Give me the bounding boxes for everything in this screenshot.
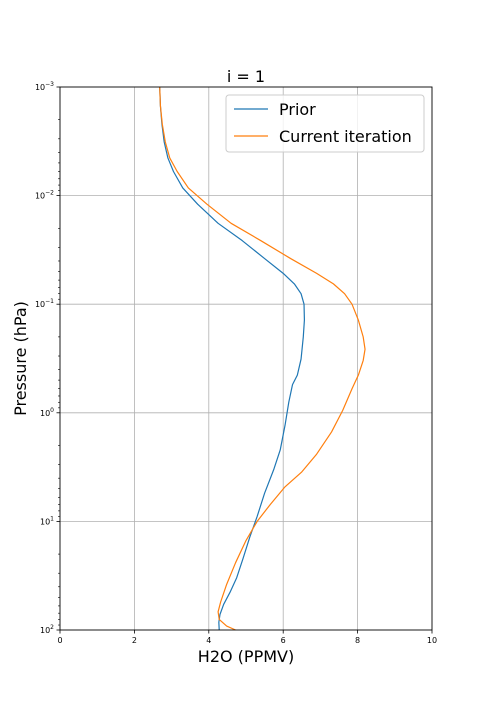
x-tick-labels: 0 2 4 6 8 10 xyxy=(57,636,437,645)
y-axis-label: Pressure (hPa) xyxy=(11,301,30,416)
legend-box xyxy=(225,94,425,153)
x-tick-label: 2 xyxy=(132,636,137,645)
x-tick-label: 4 xyxy=(206,636,211,645)
grid xyxy=(60,87,432,630)
x-tick-label: 6 xyxy=(281,636,286,645)
x-tick-label: 0 xyxy=(57,636,62,645)
legend: Prior Current iteration xyxy=(225,94,425,153)
legend-label-prior: Prior xyxy=(279,100,316,119)
x-axis-label: H2O (PPMV) xyxy=(198,647,294,666)
y-tick-label: 102 xyxy=(40,624,54,635)
y-tick-label: 101 xyxy=(40,515,54,526)
y-tick-label: 10−3 xyxy=(35,81,54,92)
major-ticks xyxy=(56,86,433,634)
series-line-prior xyxy=(159,86,305,631)
plot-frame xyxy=(59,86,433,631)
y-tick-label: 10−2 xyxy=(35,190,54,201)
x-tick-label: 10 xyxy=(427,636,437,645)
y-tick-labels: 10−3 10−2 10−1 100 101 102 xyxy=(35,81,54,635)
chart-title: i = 1 xyxy=(227,67,265,86)
series-line-current-iteration xyxy=(159,86,366,631)
y-tick-label: 10−1 xyxy=(35,298,54,309)
series-layer xyxy=(159,86,366,631)
x-tick-label: 8 xyxy=(355,636,360,645)
y-tick-label: 100 xyxy=(40,407,54,418)
legend-label-current-iteration: Current iteration xyxy=(279,127,412,146)
